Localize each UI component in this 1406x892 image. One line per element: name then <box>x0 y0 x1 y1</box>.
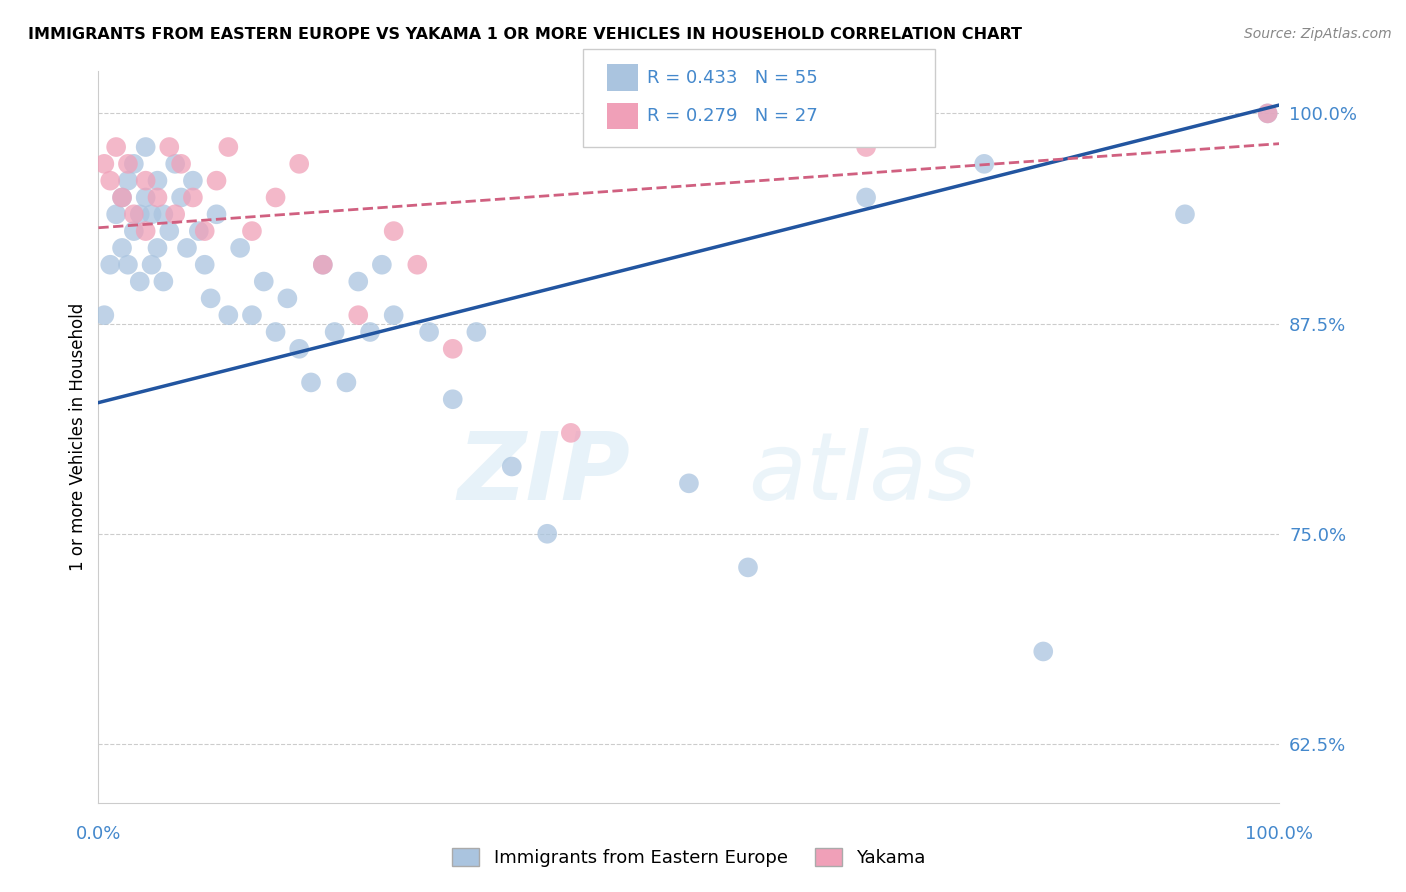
Point <box>141 207 163 221</box>
Point <box>135 140 157 154</box>
Point <box>501 459 523 474</box>
Point <box>98 258 121 272</box>
Point <box>98 174 121 188</box>
Point <box>536 526 558 541</box>
Point <box>312 258 335 272</box>
Point <box>465 325 488 339</box>
Point <box>146 174 169 188</box>
Text: R = 0.279   N = 27: R = 0.279 N = 27 <box>647 107 817 125</box>
Point <box>382 308 405 322</box>
Point <box>117 174 139 188</box>
Point <box>217 140 239 154</box>
Point <box>117 157 139 171</box>
Point <box>418 325 440 339</box>
Point <box>187 224 209 238</box>
Point <box>240 224 263 238</box>
Point <box>146 190 169 204</box>
Point <box>678 476 700 491</box>
Point <box>205 174 228 188</box>
Point <box>240 308 263 322</box>
Point <box>194 224 217 238</box>
Point <box>406 258 429 272</box>
Point <box>200 291 222 305</box>
Point <box>382 224 405 238</box>
Point <box>855 140 877 154</box>
Point <box>264 190 287 204</box>
Point <box>111 241 134 255</box>
Point <box>217 308 239 322</box>
Point <box>111 190 134 204</box>
Point <box>288 342 311 356</box>
Point <box>105 140 128 154</box>
Point <box>347 308 370 322</box>
Point <box>135 190 157 204</box>
Point <box>165 207 187 221</box>
Point <box>1174 207 1197 221</box>
Point <box>93 157 115 171</box>
Text: 100.0%: 100.0% <box>1246 825 1313 843</box>
Point <box>93 308 115 322</box>
Point <box>122 224 145 238</box>
Point <box>111 190 134 204</box>
Point <box>128 275 150 289</box>
Text: R = 0.433   N = 55: R = 0.433 N = 55 <box>647 69 817 87</box>
Point <box>276 291 298 305</box>
Point <box>122 207 145 221</box>
Text: ZIP: ZIP <box>457 427 630 520</box>
Point <box>181 190 204 204</box>
Point <box>181 174 204 188</box>
Text: 0.0%: 0.0% <box>76 825 121 843</box>
Point <box>855 190 877 204</box>
Point <box>105 207 128 221</box>
Point <box>122 157 145 171</box>
Point <box>146 241 169 255</box>
Point <box>312 258 335 272</box>
Point <box>264 325 287 339</box>
Point <box>229 241 252 255</box>
Point <box>737 560 759 574</box>
Point <box>371 258 394 272</box>
Point <box>157 224 180 238</box>
Point <box>253 275 276 289</box>
Point <box>973 157 995 171</box>
Point <box>152 207 174 221</box>
Text: Source: ZipAtlas.com: Source: ZipAtlas.com <box>1244 27 1392 41</box>
Point <box>299 376 322 390</box>
Point <box>135 224 157 238</box>
Point <box>135 174 157 188</box>
Point <box>441 392 464 407</box>
Point <box>560 425 582 440</box>
Point <box>359 325 381 339</box>
Point <box>170 157 193 171</box>
Point <box>288 157 311 171</box>
Point <box>323 325 346 339</box>
Point <box>176 241 198 255</box>
Point <box>157 140 180 154</box>
Point <box>117 258 139 272</box>
Point <box>441 342 464 356</box>
Point <box>165 157 187 171</box>
Point <box>347 275 370 289</box>
Legend: Immigrants from Eastern Europe, Yakama: Immigrants from Eastern Europe, Yakama <box>444 840 934 874</box>
Point <box>205 207 228 221</box>
Point <box>170 190 193 204</box>
Point <box>141 258 163 272</box>
Text: IMMIGRANTS FROM EASTERN EUROPE VS YAKAMA 1 OR MORE VEHICLES IN HOUSEHOLD CORRELA: IMMIGRANTS FROM EASTERN EUROPE VS YAKAMA… <box>28 27 1022 42</box>
Text: atlas: atlas <box>748 428 976 519</box>
Point <box>1257 106 1279 120</box>
Point <box>335 376 357 390</box>
Y-axis label: 1 or more Vehicles in Household: 1 or more Vehicles in Household <box>69 303 87 571</box>
Point <box>152 275 174 289</box>
Point <box>128 207 150 221</box>
Point <box>194 258 217 272</box>
Point <box>1032 644 1054 658</box>
Point <box>1257 106 1279 120</box>
